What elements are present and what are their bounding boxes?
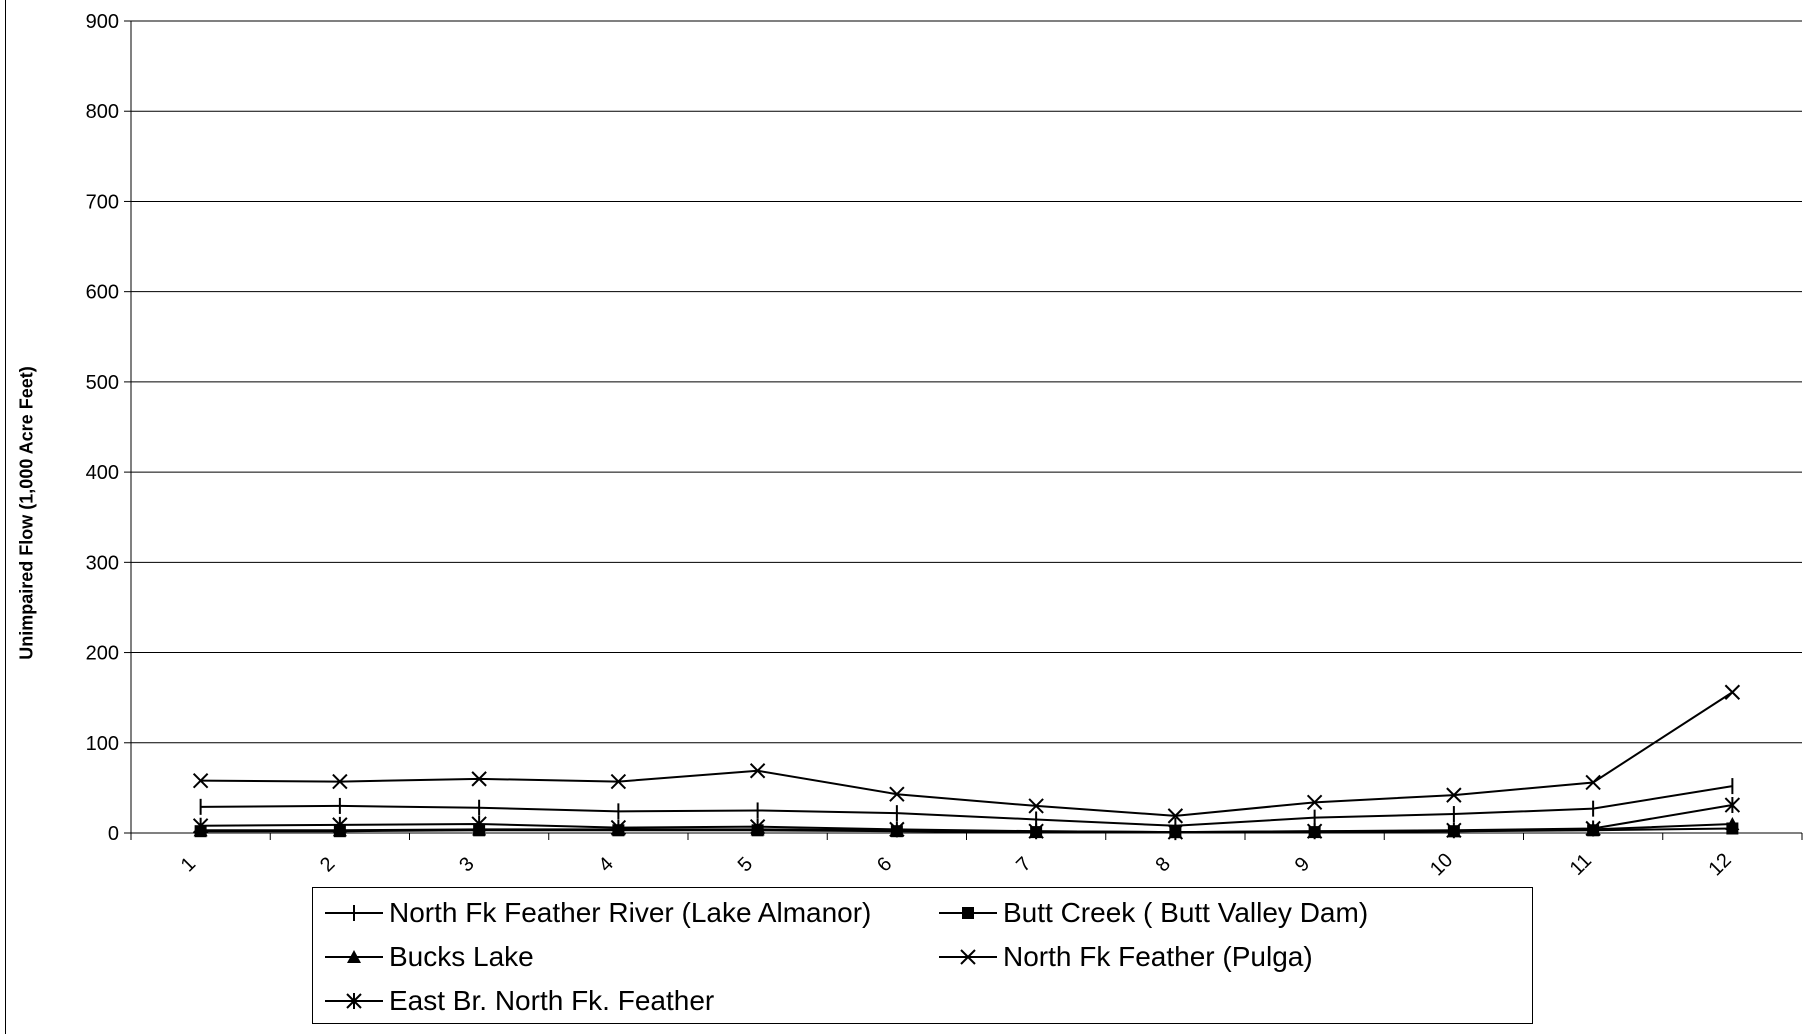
data-point-marker [610, 773, 627, 790]
x-tick-label: 2 [316, 853, 339, 876]
data-point-marker [471, 815, 487, 832]
data-point-marker [749, 763, 766, 779]
y-tick-label: 100 [86, 733, 119, 755]
data-point-marker [1446, 822, 1462, 839]
data-point-marker [749, 818, 766, 835]
legend-swatch [325, 905, 383, 921]
data-point-marker [889, 786, 905, 802]
x-tick-label: 8 [1151, 853, 1174, 876]
series-5 [192, 797, 1741, 841]
x-tick-label: 10 [1426, 849, 1457, 880]
legend-item: East Br. North Fk. Feather [323, 981, 714, 1021]
y-tick-label: 300 [86, 552, 119, 574]
data-point-marker [960, 949, 976, 965]
data-point-marker [192, 772, 209, 789]
y-tick-label: 700 [86, 191, 119, 213]
data-point-marker [1585, 774, 1601, 791]
legend-swatch [939, 949, 997, 965]
x-tick-label: 12 [1704, 849, 1735, 880]
legend-label: Butt Creek ( Butt Valley Dam) [1003, 897, 1369, 928]
series-line [200, 804, 1733, 834]
data-point-marker [1306, 794, 1323, 811]
x-tick-label: 3 [455, 853, 478, 876]
legend-item: Bucks Lake [323, 937, 534, 977]
legend-swatch [325, 950, 383, 963]
y-tick-label: 800 [86, 101, 119, 123]
data-point-marker [1028, 823, 1044, 840]
legend-label: North Fk Feather (Pulga) [1003, 941, 1313, 972]
chart-border [5, 0, 6, 1034]
data-point-marker [192, 817, 209, 834]
legend-item: North Fk Feather (Pulga) [937, 937, 1313, 977]
x-tick-label: 7 [1012, 853, 1035, 876]
data-point-marker [1585, 820, 1601, 837]
legend-swatch [325, 993, 383, 1009]
legend: North Fk Feather River (Lake Almanor) But… [312, 887, 1533, 1024]
y-tick-label: 900 [86, 11, 119, 33]
data-point-marker [1028, 798, 1044, 814]
data-point-marker [346, 993, 362, 1009]
legend-label: North Fk Feather River (Lake Almanor) [389, 897, 872, 928]
data-point-marker [889, 821, 905, 838]
series-line [200, 785, 1733, 827]
legend-swatch [939, 907, 997, 919]
x-tick-label: 6 [873, 853, 896, 876]
series-1 [199, 778, 1734, 834]
data-point-marker [1724, 684, 1741, 700]
legend-label: East Br. North Fk. Feather [389, 985, 715, 1016]
y-tick-label: 400 [86, 462, 119, 484]
series-line [200, 691, 1733, 817]
y-tick-label: 0 [108, 823, 119, 845]
y-tick-label: 500 [86, 372, 119, 394]
data-point-marker [1306, 823, 1323, 840]
data-point-marker [962, 907, 974, 919]
data-point-marker [332, 773, 348, 790]
data-point-marker [1725, 816, 1740, 830]
series-4 [192, 684, 1741, 824]
data-point-marker [1446, 787, 1462, 803]
y-tick-label: 600 [86, 282, 119, 304]
legend-item: North Fk Feather River (Lake Almanor) [323, 893, 871, 933]
data-point-marker [1724, 797, 1741, 814]
y-tick-label: 200 [86, 643, 119, 665]
data-point-marker [347, 950, 361, 963]
legend-label: Bucks Lake [389, 941, 534, 972]
data-point-marker [1167, 824, 1184, 841]
x-tick-label: 4 [594, 853, 617, 876]
x-tick-label: 9 [1291, 853, 1314, 876]
legend-item: Butt Creek ( Butt Valley Dam) [937, 893, 1368, 933]
data-point-marker [332, 816, 348, 833]
x-tick-label: 5 [734, 853, 757, 876]
data-point-marker [610, 819, 627, 836]
data-point-marker [471, 771, 487, 787]
data-point-marker [1167, 808, 1184, 824]
x-tick-label: 1 [177, 853, 200, 876]
x-tick-label: 11 [1566, 850, 1596, 880]
